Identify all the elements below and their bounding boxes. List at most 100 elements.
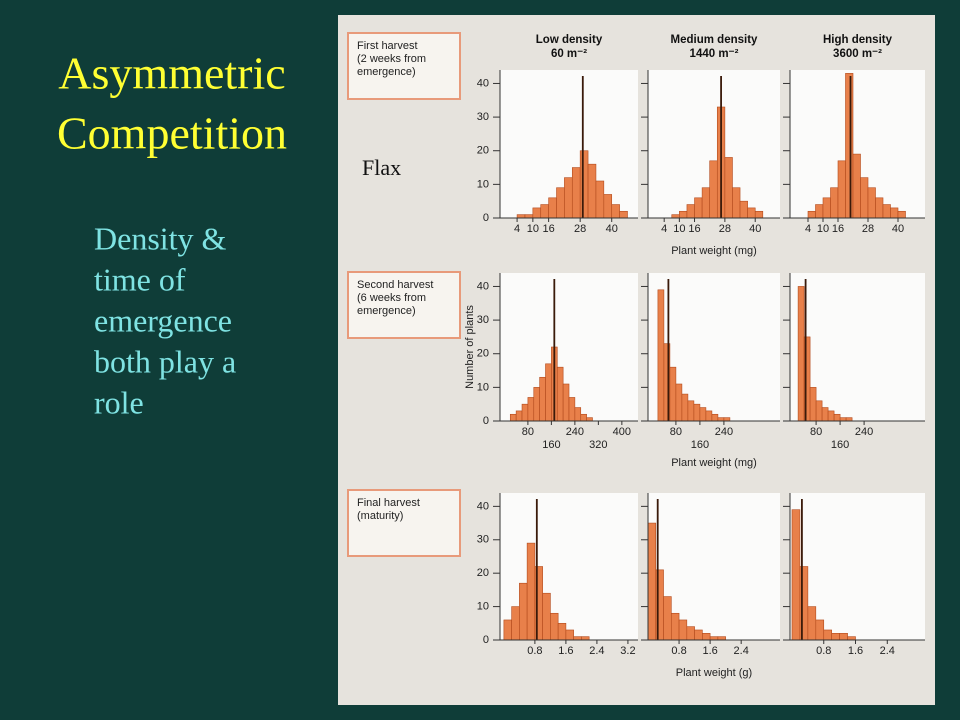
bar bbox=[573, 636, 582, 641]
bar bbox=[503, 619, 512, 641]
bar bbox=[686, 204, 695, 219]
slide-body: emergence bbox=[94, 302, 232, 338]
bar bbox=[675, 383, 683, 422]
bar bbox=[723, 417, 731, 422]
bar bbox=[852, 153, 861, 219]
row-label-box bbox=[347, 489, 461, 557]
y-tick-label: 40 bbox=[477, 280, 489, 292]
column-title: Low density bbox=[536, 34, 603, 46]
bar bbox=[579, 150, 589, 219]
bar bbox=[732, 187, 741, 219]
bar bbox=[807, 606, 817, 641]
bar bbox=[548, 197, 557, 219]
bar bbox=[611, 204, 620, 219]
bar bbox=[511, 606, 520, 641]
bar bbox=[678, 619, 688, 641]
x-tick-label: 28 bbox=[862, 223, 874, 235]
bar bbox=[681, 393, 689, 422]
bar bbox=[815, 400, 823, 422]
x-tick-label: 240 bbox=[855, 426, 873, 438]
bar bbox=[739, 200, 748, 219]
bar bbox=[663, 596, 672, 641]
bar bbox=[670, 612, 680, 641]
slide-body: Density & bbox=[94, 220, 227, 256]
slide-title: Competition bbox=[57, 108, 287, 159]
bar bbox=[557, 622, 567, 641]
row-label-box bbox=[347, 32, 461, 100]
column-title: High density bbox=[823, 34, 893, 46]
bar bbox=[699, 407, 707, 422]
x-tick-label: 4 bbox=[805, 223, 811, 235]
row-label: First harvest bbox=[357, 40, 418, 52]
x-tick-label: 80 bbox=[670, 426, 682, 438]
bar bbox=[571, 167, 581, 219]
bar bbox=[701, 187, 711, 219]
x-tick-label: 2.4 bbox=[589, 645, 604, 657]
bar bbox=[709, 636, 719, 641]
x-tick-label: 240 bbox=[715, 426, 733, 438]
bar bbox=[574, 407, 582, 422]
bar bbox=[754, 210, 764, 219]
row-label: (6 weeks from bbox=[357, 292, 426, 304]
y-axis-label: Number of plants bbox=[464, 305, 476, 389]
bar bbox=[540, 204, 549, 219]
y-tick-label: 40 bbox=[477, 77, 489, 89]
bar bbox=[686, 626, 695, 641]
bar bbox=[747, 207, 756, 219]
bar bbox=[875, 197, 884, 219]
y-tick-label: 30 bbox=[477, 111, 489, 123]
bar bbox=[527, 397, 535, 422]
slide-title: Asymmetric bbox=[58, 48, 285, 99]
bar bbox=[839, 417, 847, 422]
figure-label: Flax bbox=[362, 155, 401, 180]
x-tick-label: 16 bbox=[688, 223, 700, 235]
x-tick-label: 1.6 bbox=[848, 645, 863, 657]
x-tick-label: 10 bbox=[527, 223, 539, 235]
row-label-box bbox=[347, 271, 461, 339]
bar bbox=[564, 177, 573, 219]
x-tick-label: 16 bbox=[832, 223, 844, 235]
x-axis-label: Plant weight (mg) bbox=[671, 245, 757, 257]
slide-body: both play a bbox=[94, 343, 236, 379]
bar bbox=[586, 417, 593, 422]
bar bbox=[539, 376, 546, 422]
y-tick-label: 30 bbox=[477, 534, 489, 546]
bar bbox=[823, 629, 832, 641]
row-label: Final harvest bbox=[357, 497, 420, 509]
bar bbox=[532, 207, 542, 219]
bar bbox=[847, 636, 856, 641]
bar bbox=[815, 204, 824, 219]
x-axis-label: Plant weight (g) bbox=[676, 667, 752, 679]
bar bbox=[550, 612, 559, 641]
x-tick-label: 4 bbox=[514, 223, 520, 235]
bar bbox=[839, 633, 848, 641]
bar bbox=[702, 633, 711, 641]
x-tick-label: 10 bbox=[817, 223, 829, 235]
bar bbox=[797, 286, 805, 422]
x-tick-label: 320 bbox=[589, 439, 607, 451]
bar bbox=[830, 187, 839, 219]
x-tick-label: 160 bbox=[691, 439, 709, 451]
x-tick-label: 2.4 bbox=[734, 645, 749, 657]
bar bbox=[833, 413, 841, 422]
y-tick-label: 0 bbox=[483, 415, 489, 427]
bar bbox=[791, 509, 801, 641]
bar bbox=[581, 636, 590, 641]
slide-body: role bbox=[94, 384, 144, 420]
x-tick-label: 80 bbox=[522, 426, 534, 438]
bar bbox=[845, 417, 853, 422]
x-tick-label: 40 bbox=[892, 223, 904, 235]
bar bbox=[679, 210, 688, 219]
y-tick-label: 0 bbox=[483, 634, 489, 646]
bar bbox=[542, 592, 551, 641]
row-label: emergence) bbox=[357, 305, 416, 317]
bar bbox=[671, 214, 680, 219]
bar bbox=[647, 522, 657, 641]
x-tick-label: 2.4 bbox=[880, 645, 895, 657]
bar bbox=[837, 160, 846, 219]
bar bbox=[845, 73, 854, 219]
bar bbox=[709, 160, 718, 219]
bar bbox=[807, 210, 816, 219]
